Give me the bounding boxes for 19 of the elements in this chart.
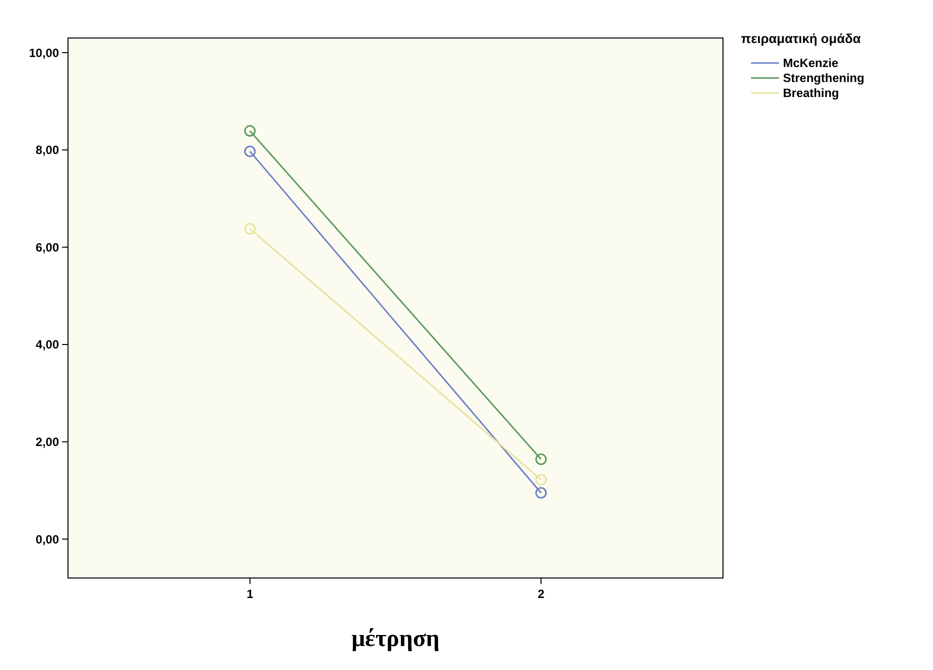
legend-label: Breathing: [783, 86, 840, 100]
y-tick-label: 0,00: [36, 532, 60, 546]
point: [535, 474, 547, 486]
point: [244, 146, 256, 158]
point: [244, 125, 256, 137]
y-tick-label: 6,00: [36, 240, 60, 254]
legend-title: πειραματική ομάδα: [741, 31, 861, 46]
x-tick-label: 2: [538, 587, 545, 601]
legend-label: Strengthening: [783, 71, 864, 86]
point: [535, 454, 547, 466]
y-tick-label: 4,00: [36, 338, 60, 352]
y-tick-label: 8,00: [36, 143, 60, 158]
y-tick-label: 2,00: [36, 434, 60, 449]
point: [244, 222, 256, 234]
x-tick-label: 1: [246, 587, 254, 601]
point: [535, 487, 547, 499]
legend-label: McKenzie: [783, 56, 839, 70]
x-axis-title: μέτρηση: [351, 626, 440, 652]
y-tick-label: 10,00: [28, 46, 60, 60]
